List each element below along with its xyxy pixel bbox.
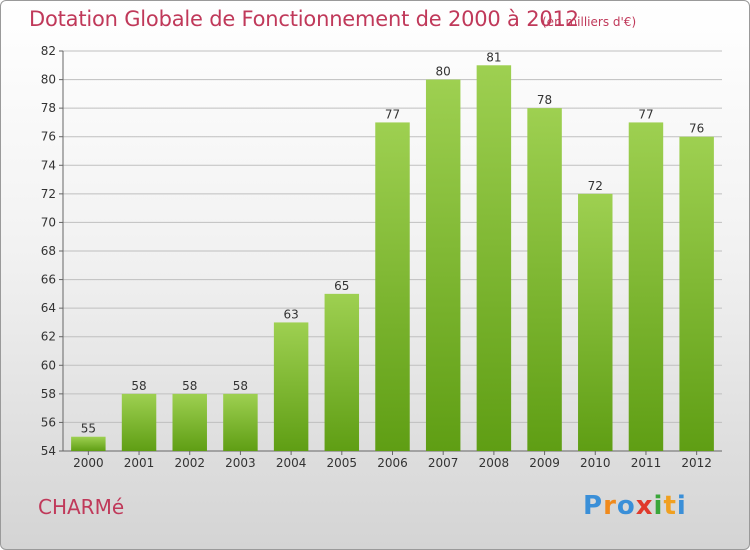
x-tick-label: 2004 — [276, 456, 307, 470]
chart-title: Dotation Globale de Fonctionnement de 20… — [29, 7, 579, 31]
y-tick-label: 68 — [41, 244, 56, 258]
y-tick-label: 82 — [41, 44, 56, 58]
x-tick-label: 2007 — [428, 456, 459, 470]
bar — [628, 122, 664, 451]
logo-letter: r — [603, 491, 617, 521]
data-label: 76 — [689, 122, 704, 136]
y-tick-label: 74 — [41, 158, 56, 172]
x-tick-label: 2001 — [124, 456, 155, 470]
data-label: 63 — [283, 307, 298, 321]
x-tick-label: 2008 — [479, 456, 510, 470]
logo-letter: P — [583, 491, 604, 521]
x-tick-label: 2010 — [580, 456, 611, 470]
x-tick-label: 2011 — [631, 456, 662, 470]
logo-letter: i — [653, 491, 664, 521]
bar — [273, 322, 309, 451]
bars — [71, 65, 714, 452]
data-label: 65 — [334, 279, 349, 293]
data-label: 58 — [233, 379, 248, 393]
data-label: 77 — [638, 107, 653, 121]
bar — [375, 122, 410, 451]
x-tick-label: 2005 — [327, 456, 358, 470]
logo-letter: o — [616, 491, 636, 521]
y-tick-label: 80 — [41, 73, 56, 87]
bar — [324, 293, 360, 451]
x-tick-label: 2000 — [73, 456, 104, 470]
y-tick-label: 76 — [41, 130, 56, 144]
y-tick-label: 54 — [41, 444, 56, 458]
logo-letter: x — [635, 491, 654, 521]
logo-letter: t — [663, 491, 677, 521]
y-tick-label: 58 — [41, 387, 56, 401]
data-label: 58 — [131, 379, 146, 393]
y-tick-label: 62 — [41, 330, 56, 344]
bar — [578, 193, 613, 451]
data-label: 55 — [81, 422, 96, 436]
y-tick-label: 56 — [41, 415, 56, 429]
data-label: 72 — [588, 179, 603, 193]
tick-labels: 54 56 58 60 62 64 66 68 70 72 74 76 78 80 82 2000 2001 20… — [41, 44, 712, 470]
data-label: 80 — [436, 65, 451, 79]
data-labels: 55 58 58 58 63 65 77 80 81 78 72 77 76 — [81, 50, 705, 435]
bar — [679, 136, 714, 451]
data-label: 58 — [182, 379, 197, 393]
bar — [527, 108, 562, 452]
y-tick-label: 64 — [41, 301, 56, 315]
y-tick-label: 66 — [41, 273, 56, 287]
bar — [425, 79, 461, 452]
y-tick-label: 72 — [41, 187, 56, 201]
bar — [71, 436, 106, 451]
bar — [172, 393, 207, 451]
chart-subtitle: (en milliers d'€) — [542, 15, 637, 29]
bar — [223, 393, 258, 451]
y-tick-label: 70 — [41, 215, 56, 229]
bar — [121, 393, 157, 451]
x-tick-label: 2012 — [681, 456, 712, 470]
commune-name: CHARMé — [38, 495, 125, 519]
data-label: 78 — [537, 93, 552, 107]
x-tick-label: 2003 — [225, 456, 256, 470]
x-tick-label: 2002 — [174, 456, 205, 470]
y-tick-label: 78 — [41, 101, 56, 115]
data-label: 81 — [486, 50, 501, 64]
proxiti-logo: Proxiti — [583, 491, 687, 521]
bar — [476, 65, 512, 452]
x-tick-label: 2006 — [377, 456, 408, 470]
logo-letter: i — [676, 491, 687, 521]
y-tick-label: 60 — [41, 358, 56, 372]
data-label: 77 — [385, 107, 400, 121]
x-tick-label: 2009 — [529, 456, 560, 470]
